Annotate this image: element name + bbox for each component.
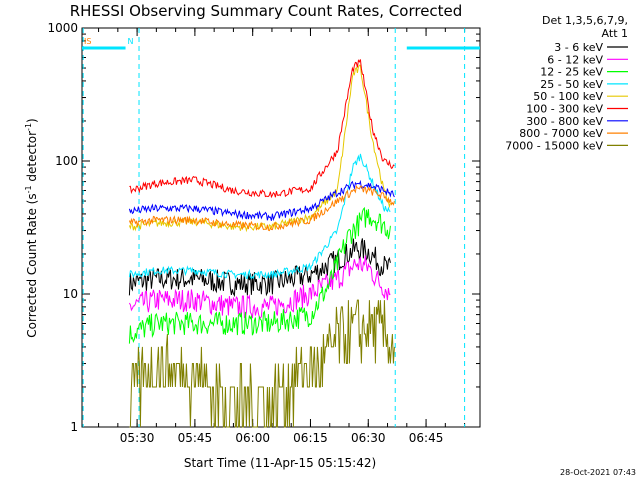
y-tick-label: 100 xyxy=(55,154,78,168)
legend-header-1: Det 1,3,5,6,7,9, xyxy=(542,14,628,27)
x-tick-label: 05:45 xyxy=(178,431,213,445)
series-line xyxy=(128,179,395,222)
plot-area: 1 10 100 1000 05:30 05:45 06:00 06:15 06:30 06:45… xyxy=(47,21,481,445)
legend-label: 6 - 12 keV xyxy=(547,53,603,66)
legend-label: 3 - 6 keV xyxy=(554,41,603,54)
y-tick-label: 1000 xyxy=(47,21,78,35)
plot-frame xyxy=(81,27,481,428)
y-tick-label: 1 xyxy=(70,420,78,434)
x-tick-label: 05:30 xyxy=(120,431,155,445)
legend-label: 800 - 7000 keV xyxy=(519,127,603,140)
x-axis-label: Start Time (11-Apr-15 05:15:42) xyxy=(184,456,376,470)
legend-label: 25 - 50 keV xyxy=(540,78,603,91)
x-tick-label: 06:00 xyxy=(235,431,270,445)
y-tick-label: 10 xyxy=(63,287,78,301)
flag-label: IS xyxy=(84,37,91,46)
series-line xyxy=(129,59,395,199)
legend-label: 50 - 100 keV xyxy=(533,90,603,103)
series-layer xyxy=(128,59,395,428)
chart-title: RHESSI Observing Summary Count Rates, Co… xyxy=(70,2,463,20)
flag-label: N xyxy=(128,37,134,46)
x-tick-label: 06:45 xyxy=(409,431,444,445)
y-axis-label: Corrected Count Rate (s-1 detector-1) xyxy=(24,118,39,337)
series-line xyxy=(129,299,395,428)
legend-label: 100 - 300 keV xyxy=(526,103,603,116)
x-tick-label: 06:30 xyxy=(351,431,386,445)
series-line xyxy=(128,206,391,344)
series-line xyxy=(128,184,395,232)
series-line xyxy=(128,238,391,298)
legend-label: 7000 - 15000 keV xyxy=(505,139,603,152)
x-tick-label: 06:15 xyxy=(293,431,328,445)
timestamp: 28-Oct-2021 07:43 xyxy=(560,468,636,477)
series-line xyxy=(128,64,391,233)
legend-label: 12 - 25 keV xyxy=(540,66,603,79)
series-line xyxy=(128,153,391,280)
legend-label: 300 - 800 keV xyxy=(526,115,603,128)
legend-header-2: Att 1 xyxy=(602,27,628,40)
